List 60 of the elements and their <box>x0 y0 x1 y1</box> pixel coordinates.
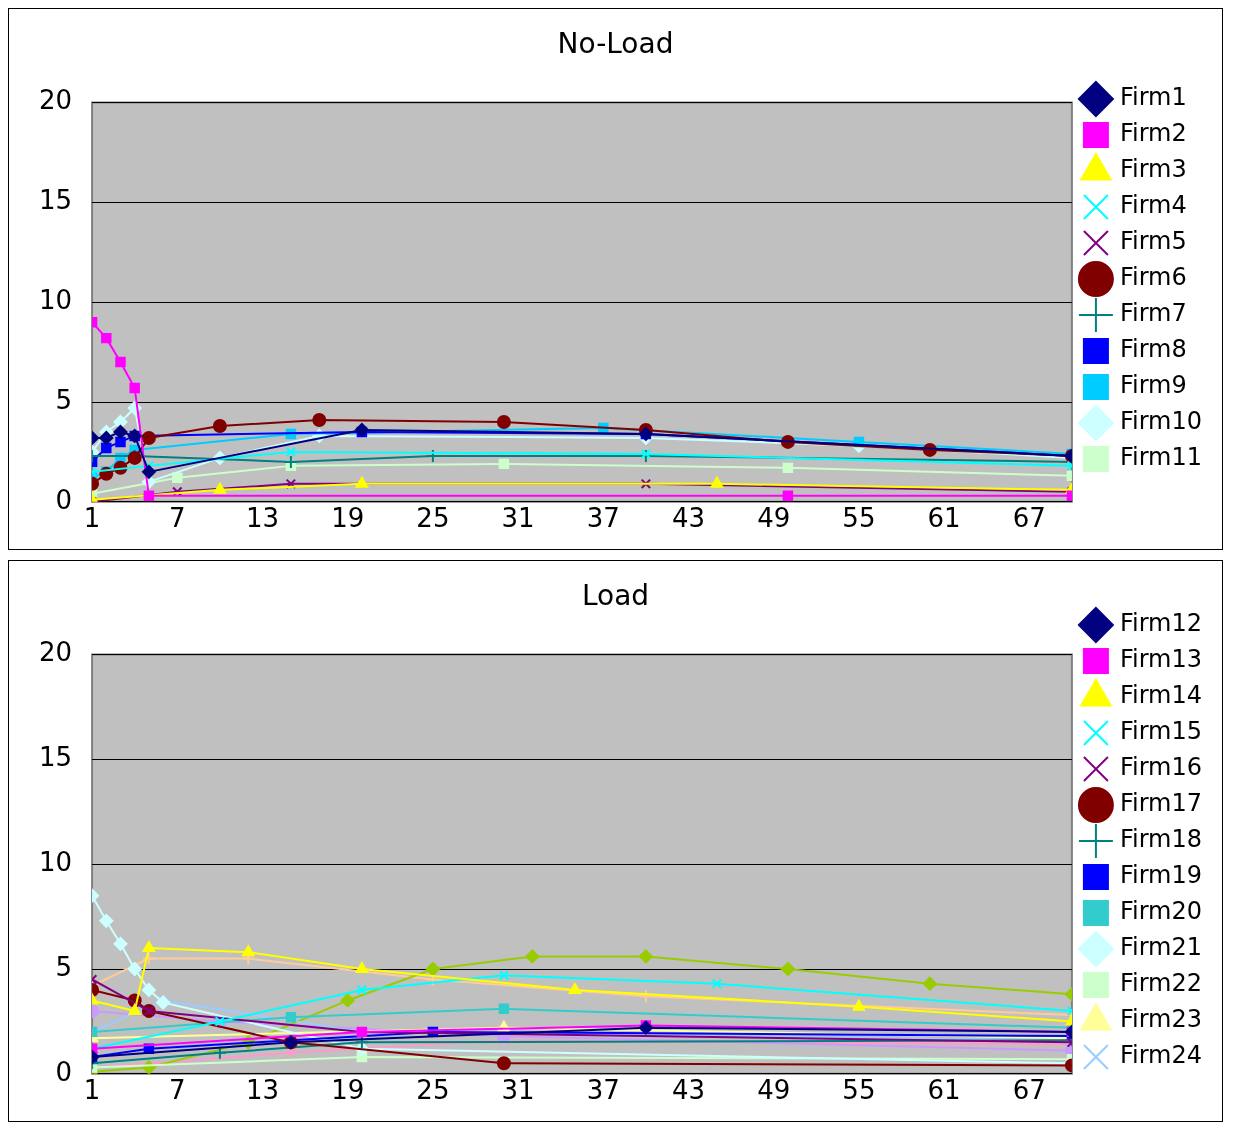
x-tick-label: 67 <box>1012 503 1046 534</box>
legend-label: Firm11 <box>1119 443 1202 472</box>
x-tick-label: 31 <box>501 503 535 534</box>
legend-label: Firm16 <box>1119 753 1202 782</box>
legend-label: Firm9 <box>1119 371 1187 400</box>
y-tick-label: 10 <box>38 284 73 315</box>
legend-label: Firm19 <box>1119 861 1202 890</box>
x-tick-label: 19 <box>331 503 365 534</box>
legend-label: Firm3 <box>1119 155 1187 184</box>
legend-label: Firm2 <box>1119 119 1187 148</box>
legend-label: Firm23 <box>1119 1005 1202 1034</box>
legend-label: Firm14 <box>1119 681 1202 710</box>
legend-label: Firm8 <box>1119 335 1187 364</box>
x-tick-label: 1 <box>83 503 101 534</box>
x-tick-label: 49 <box>757 503 791 534</box>
legend-label: Firm21 <box>1119 933 1202 962</box>
y-tick-label: 15 <box>38 742 73 773</box>
legend-label: Firm18 <box>1119 825 1202 854</box>
y-tick-label: 20 <box>38 637 73 668</box>
x-tick-label: 55 <box>842 503 876 534</box>
x-tick-label: 43 <box>671 1075 706 1106</box>
x-tick-label: 25 <box>416 503 450 534</box>
legend-label: Firm10 <box>1119 407 1202 436</box>
legend-label: Firm12 <box>1119 609 1202 638</box>
x-tick-label: 7 <box>169 503 186 534</box>
x-tick-label: 1 <box>83 1075 101 1106</box>
x-tick-label: 49 <box>757 1075 791 1106</box>
x-tick-label: 43 <box>671 503 706 534</box>
x-tick-label: 13 <box>245 1075 280 1106</box>
legend-label: Firm6 <box>1119 263 1187 292</box>
x-tick-label: 55 <box>842 1075 876 1106</box>
legend-label: Firm13 <box>1119 645 1202 674</box>
legend-label: Firm20 <box>1119 897 1202 926</box>
y-tick-label: 0 <box>55 1056 73 1087</box>
legend-label: Firm22 <box>1119 969 1202 998</box>
x-tick-label: 13 <box>245 503 280 534</box>
legend-label: Firm5 <box>1119 227 1187 256</box>
x-tick-label: 31 <box>501 1075 535 1106</box>
chart-title: Load <box>581 579 650 613</box>
y-tick-label: 0 <box>55 484 73 515</box>
x-tick-label: 37 <box>586 503 620 534</box>
legend-label: Firm17 <box>1119 789 1202 818</box>
y-tick-label: 15 <box>38 185 73 216</box>
legend-label: Firm24 <box>1119 1041 1202 1070</box>
x-tick-label: 7 <box>169 1075 186 1106</box>
x-tick-label: 61 <box>927 1075 961 1106</box>
legend-label: Firm7 <box>1119 299 1187 328</box>
y-tick-label: 20 <box>38 85 73 116</box>
x-tick-label: 19 <box>331 1075 365 1106</box>
legend-label: Firm1 <box>1119 83 1187 112</box>
y-tick-label: 10 <box>38 846 73 877</box>
x-tick-label: 67 <box>1012 1075 1046 1106</box>
chart-title: No-Load <box>557 27 674 61</box>
y-tick-label: 5 <box>55 951 73 982</box>
x-tick-label: 25 <box>416 1075 450 1106</box>
x-tick-label: 37 <box>586 1075 620 1106</box>
y-tick-label: 5 <box>55 384 73 415</box>
legend-label: Firm15 <box>1119 717 1202 746</box>
x-tick-label: 61 <box>927 503 961 534</box>
legend-label: Firm4 <box>1119 191 1187 220</box>
